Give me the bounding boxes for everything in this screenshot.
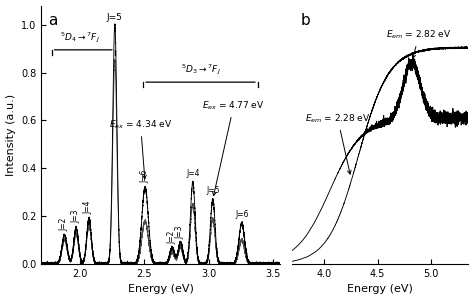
Text: J=2: J=2 xyxy=(167,230,176,244)
Text: J=6: J=6 xyxy=(141,169,150,183)
Text: $^5D_3$$\rightarrow$$^7F_J$: $^5D_3$$\rightarrow$$^7F_J$ xyxy=(181,63,221,77)
Text: J=5: J=5 xyxy=(107,13,123,22)
Y-axis label: Intensity (a.u.): Intensity (a.u.) xyxy=(6,94,16,176)
Text: $^5D_4$$\rightarrow$$^7F_J$: $^5D_4$$\rightarrow$$^7F_J$ xyxy=(60,31,100,45)
Text: J=5: J=5 xyxy=(206,186,219,195)
X-axis label: Energy (eV): Energy (eV) xyxy=(347,284,413,294)
Text: J=4: J=4 xyxy=(186,169,200,178)
Text: J=4: J=4 xyxy=(84,200,93,214)
Text: J=6: J=6 xyxy=(236,210,249,219)
Text: b: b xyxy=(301,13,311,28)
Text: $E_{em}$ = 2.82 eV: $E_{em}$ = 2.82 eV xyxy=(386,28,452,58)
Text: J=2: J=2 xyxy=(59,217,68,230)
Text: J=3: J=3 xyxy=(175,225,184,239)
Text: $E_{em}$ = 2.28 eV: $E_{em}$ = 2.28 eV xyxy=(305,112,370,174)
X-axis label: Energy (eV): Energy (eV) xyxy=(128,284,193,294)
Text: a: a xyxy=(48,13,58,28)
Text: J=3: J=3 xyxy=(71,210,80,223)
Text: $E_{ex}$ = 4.34 eV: $E_{ex}$ = 4.34 eV xyxy=(109,118,172,179)
Text: $E_{ex}$ = 4.77 eV: $E_{ex}$ = 4.77 eV xyxy=(202,100,265,196)
